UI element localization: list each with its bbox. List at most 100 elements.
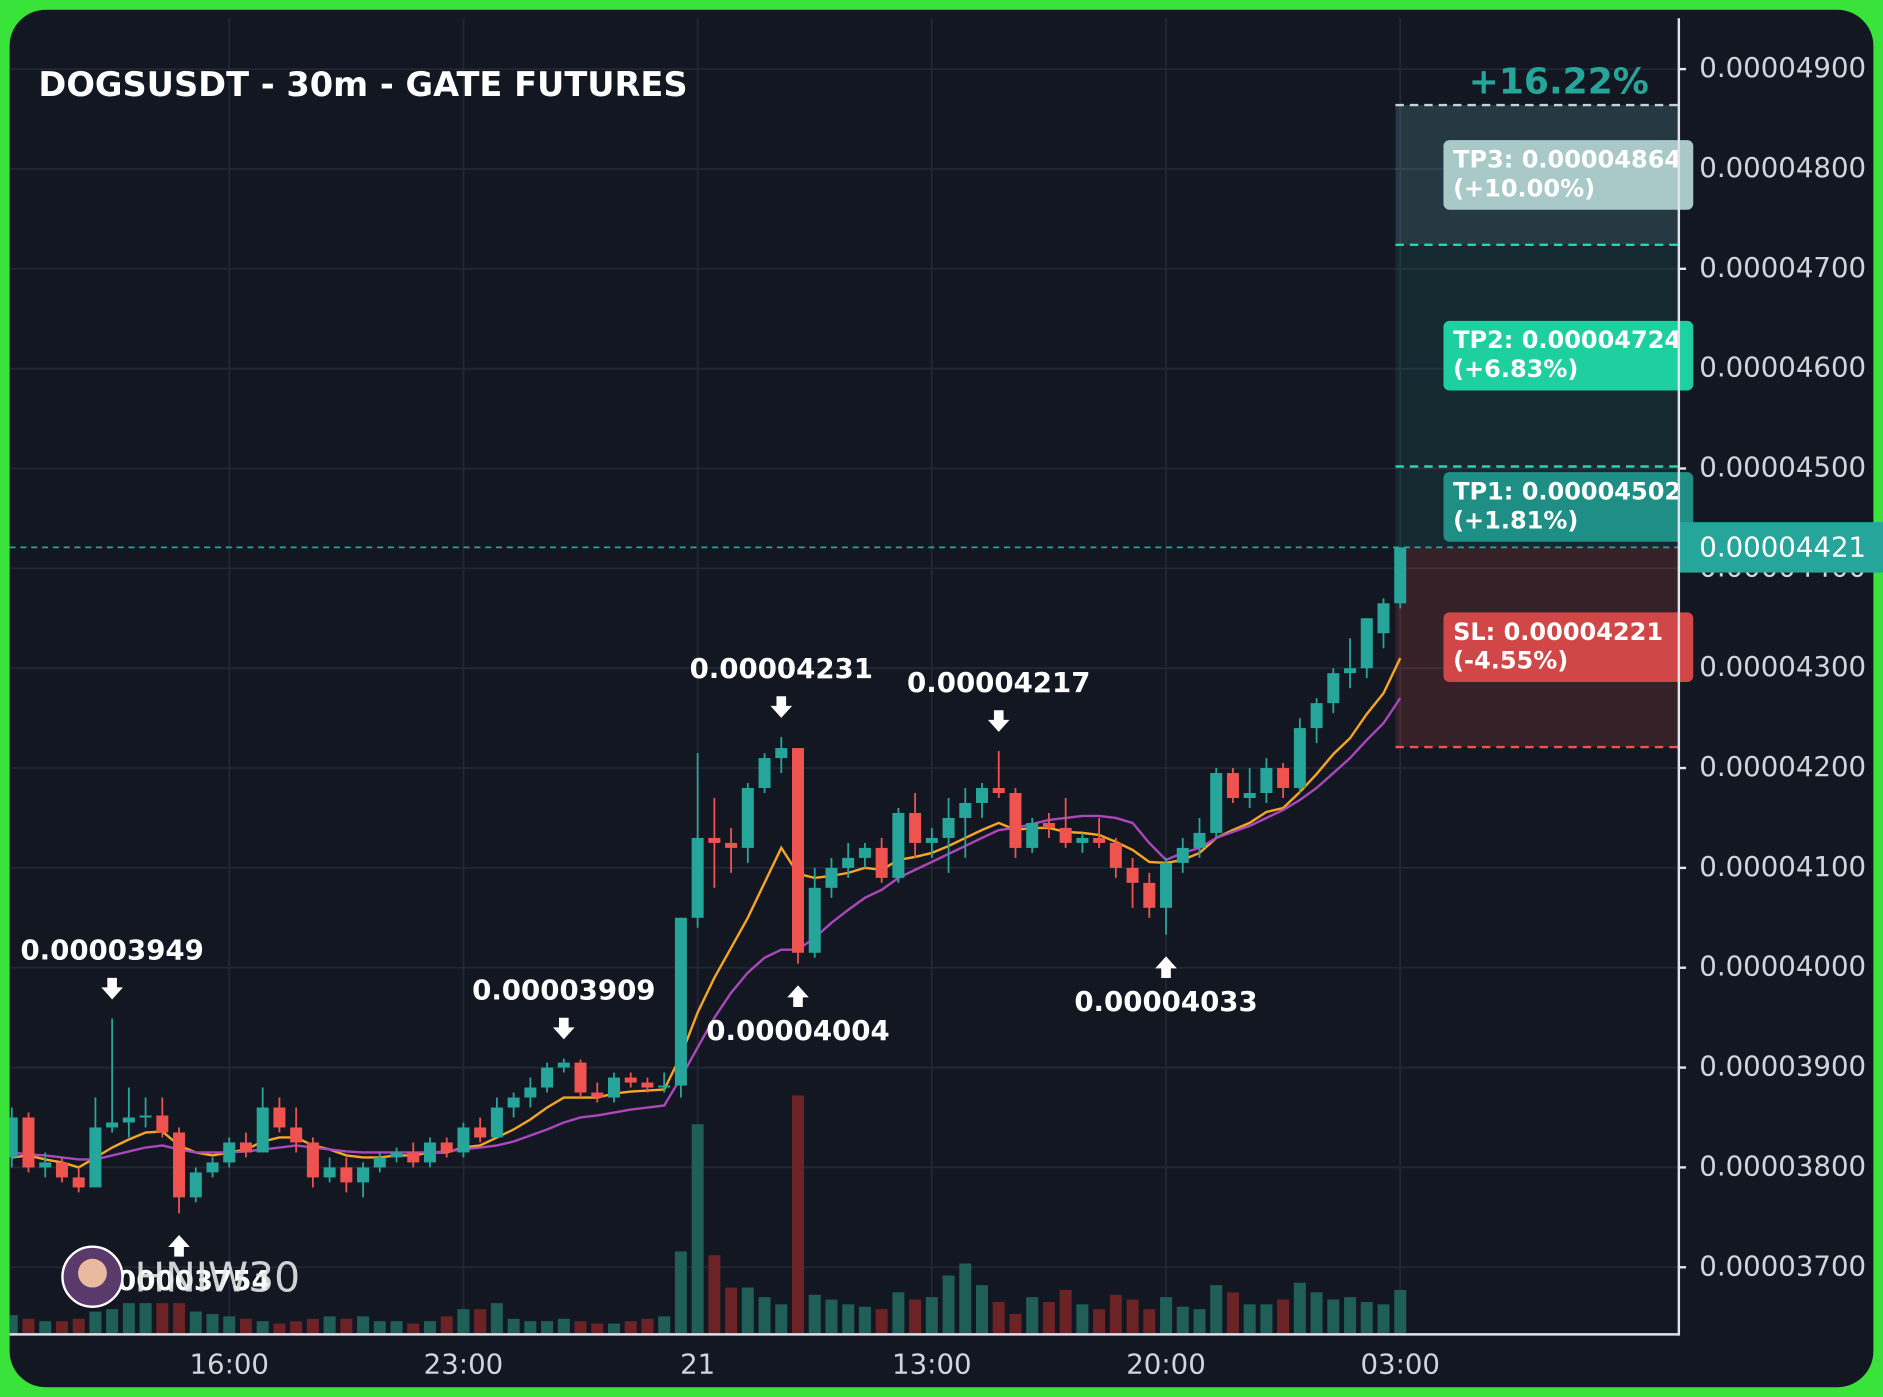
volume-bar bbox=[390, 1321, 403, 1334]
volume-bar bbox=[741, 1287, 754, 1334]
price-tag-label: 0.00004421 bbox=[1699, 531, 1866, 564]
candle-body bbox=[1360, 618, 1373, 669]
candle-body bbox=[340, 1167, 353, 1183]
candle-body bbox=[407, 1152, 420, 1163]
candle-body bbox=[858, 847, 871, 858]
volume-bar bbox=[624, 1321, 637, 1334]
candle-body bbox=[641, 1082, 654, 1088]
y-tick-label: 0.00004700 bbox=[1699, 251, 1866, 284]
candle-body bbox=[875, 847, 888, 878]
y-tick-label: 0.00004800 bbox=[1699, 151, 1866, 184]
candle-body bbox=[256, 1107, 269, 1153]
candle-body bbox=[1394, 547, 1407, 604]
candle-body bbox=[925, 837, 938, 843]
volume-bar bbox=[607, 1323, 620, 1334]
volume-bar bbox=[775, 1304, 788, 1334]
y-tick-label: 0.00004200 bbox=[1699, 750, 1866, 783]
candle-body bbox=[239, 1142, 252, 1153]
plot bbox=[9, 547, 1407, 1334]
volume-bar bbox=[156, 1303, 169, 1334]
candle-body bbox=[909, 812, 922, 843]
volume-bar bbox=[22, 1318, 35, 1334]
marker-arrow bbox=[101, 977, 123, 1000]
candle-body bbox=[22, 1117, 35, 1168]
marker-arrow bbox=[770, 696, 793, 718]
volume-bar bbox=[1377, 1304, 1390, 1334]
volume-bar bbox=[1143, 1309, 1156, 1334]
candle-body bbox=[474, 1127, 487, 1138]
candle-body bbox=[173, 1132, 186, 1198]
candle-body bbox=[323, 1167, 336, 1178]
candle-body bbox=[106, 1122, 119, 1128]
candle-body bbox=[708, 837, 721, 843]
level-box bbox=[1443, 472, 1694, 542]
candle-body bbox=[1243, 792, 1256, 798]
candle-body bbox=[792, 748, 805, 953]
volume-bar bbox=[1042, 1301, 1055, 1334]
volume-bar bbox=[239, 1318, 252, 1334]
volume-bar bbox=[256, 1321, 269, 1334]
volume-bar bbox=[541, 1321, 554, 1334]
candle-body bbox=[1176, 847, 1189, 863]
candle-body bbox=[440, 1142, 453, 1153]
candle-body bbox=[89, 1127, 102, 1188]
volume-bar bbox=[39, 1321, 52, 1334]
watermark: HNIW30 bbox=[135, 1253, 301, 1301]
candle-body bbox=[72, 1177, 85, 1188]
candle-body bbox=[390, 1152, 403, 1158]
y-tick-label: 0.00004300 bbox=[1699, 650, 1866, 683]
volume-bar bbox=[1293, 1282, 1306, 1334]
candle-body bbox=[1293, 728, 1306, 789]
candle-body bbox=[1143, 882, 1156, 908]
candle-body bbox=[976, 788, 989, 803]
volume-bar bbox=[1009, 1313, 1022, 1334]
level-label: TP2: 0.00004724 bbox=[1453, 326, 1681, 354]
volume-bar bbox=[792, 1095, 805, 1334]
volume-bar bbox=[1126, 1299, 1139, 1334]
price-tag bbox=[1678, 522, 1883, 573]
volume-bar bbox=[457, 1309, 470, 1334]
volume-bar bbox=[72, 1318, 85, 1334]
volume-bar bbox=[557, 1318, 570, 1334]
background bbox=[9, 9, 1874, 1388]
marker-arrow bbox=[987, 710, 1010, 732]
candle-body bbox=[541, 1067, 554, 1088]
candle-body bbox=[507, 1097, 520, 1108]
candle-body bbox=[189, 1172, 202, 1198]
volume-bar bbox=[306, 1318, 319, 1334]
volume-bar bbox=[691, 1124, 704, 1334]
chart-title: DOGSUSDT - 30m - GATE FUTURES bbox=[38, 65, 687, 104]
volume-bar bbox=[1026, 1297, 1039, 1334]
volume-bar bbox=[524, 1321, 537, 1334]
volume-bar bbox=[407, 1323, 420, 1334]
candle-body bbox=[591, 1092, 604, 1098]
candle-body bbox=[139, 1115, 152, 1118]
candle-body bbox=[9, 1117, 18, 1158]
level-label: TP1: 0.00004502 bbox=[1453, 478, 1681, 506]
candle-body bbox=[607, 1077, 620, 1098]
volume-bar bbox=[1076, 1304, 1089, 1334]
candle-body bbox=[1109, 842, 1122, 868]
x-tick-label: 16:00 bbox=[189, 1348, 269, 1381]
candle-body bbox=[39, 1162, 52, 1168]
volume-bar bbox=[976, 1285, 989, 1334]
volume-bar bbox=[1243, 1304, 1256, 1334]
volume-bar bbox=[373, 1321, 386, 1334]
volume-bar bbox=[942, 1275, 955, 1334]
candle-body bbox=[1093, 837, 1106, 843]
volume-bar bbox=[507, 1318, 520, 1334]
candle-body bbox=[1344, 668, 1357, 674]
candle-body bbox=[825, 867, 838, 888]
volume-bar bbox=[89, 1311, 102, 1334]
low-label: 0.00004004 bbox=[706, 1014, 889, 1047]
candle-body bbox=[524, 1087, 537, 1098]
candle-body bbox=[1226, 773, 1239, 798]
total-return: +16.22% bbox=[1469, 61, 1649, 102]
volume-bar bbox=[106, 1309, 119, 1334]
candle-body bbox=[892, 812, 905, 878]
candle-body bbox=[290, 1127, 303, 1143]
candle-body bbox=[306, 1142, 319, 1178]
y-tick-label: 0.00003900 bbox=[1699, 1050, 1866, 1083]
volume-bar bbox=[1360, 1301, 1373, 1334]
